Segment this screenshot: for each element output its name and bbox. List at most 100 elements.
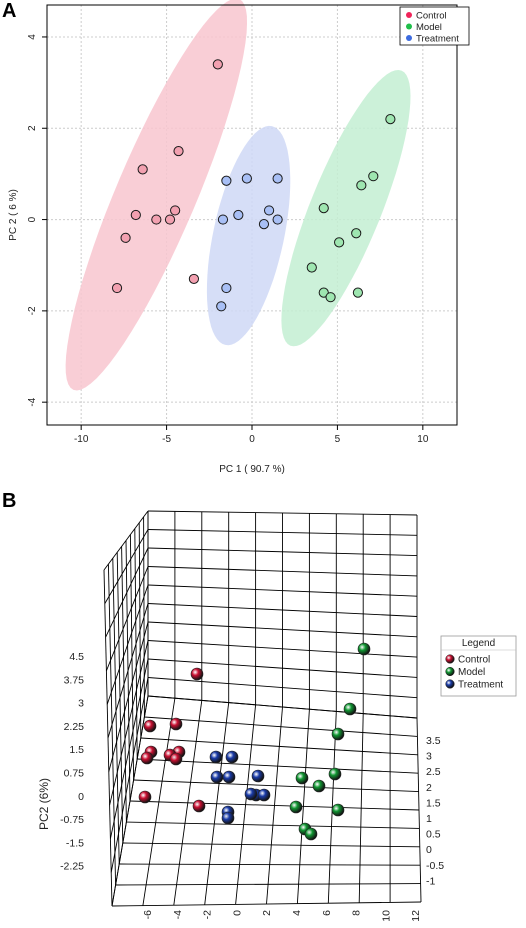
data-point-treatment [263, 205, 275, 216]
data-point-treatment [272, 214, 283, 225]
legend-marker-treatment [406, 35, 412, 41]
left-wall-hline [105, 547, 149, 638]
z-tick-label: 3 [78, 698, 84, 710]
data-point-model [368, 171, 379, 182]
data-point-control [188, 273, 200, 285]
z-tick-label: 0.75 [64, 768, 85, 780]
grid-cage [103, 510, 422, 907]
panel-a: A -10 -5 0 5 10 -4 -2 0 2 4 PC 1 ( 90.7 %) PC 2 ( 6… [2, 0, 470, 475]
data-point-treatment [233, 209, 244, 221]
data-point-treatment [241, 173, 252, 184]
x-tick-label: -10 [74, 434, 89, 445]
legend-label-model: Model [458, 667, 485, 678]
back-wall-hline [147, 640, 418, 658]
left-wall-hline [109, 640, 149, 806]
back-wall-hline [147, 621, 418, 638]
data-point-treatment [251, 769, 265, 783]
legend-label-model: Model [416, 22, 442, 33]
data-point-treatment [272, 173, 283, 184]
data-point-model [356, 180, 367, 191]
floor-line-width [115, 883, 421, 886]
legend-marker-treatment [445, 679, 455, 689]
y-axis-label: PC2 (6%) [37, 778, 51, 830]
data-point-model [312, 779, 326, 793]
data-point-model [352, 287, 364, 298]
floor-line-width [144, 716, 418, 737]
x-tick-label: 5 [335, 434, 341, 445]
x-tick-label: 12 [410, 910, 422, 922]
x-tick-label: -4 [172, 910, 184, 919]
left-wall-hline [105, 566, 149, 671]
left-wall-hline [104, 529, 149, 604]
z-tick-label: 4.5 [69, 651, 84, 663]
data-point-control [120, 232, 131, 243]
data-point-model [351, 228, 362, 239]
back-wall-hline [147, 584, 418, 597]
z-tick-label: -2.25 [60, 861, 84, 873]
y-axis-label: PC 2 ( 6 %) [8, 189, 19, 241]
data-point-model [328, 767, 342, 781]
left-wall-hline [109, 658, 149, 839]
floor-line-width [111, 901, 422, 907]
depth-tick-label: 2 [426, 782, 432, 794]
back-wall-hline [147, 510, 418, 516]
data-point-control [130, 209, 141, 221]
data-point-model [334, 237, 345, 248]
data-point-model [357, 642, 371, 656]
x-tick-label: 10 [417, 434, 429, 445]
left-wall-hline [110, 677, 149, 873]
data-point-control [164, 214, 176, 225]
legend-title: Legend [462, 638, 495, 649]
z-tick-label: 3.75 [64, 674, 85, 686]
data-point-control [111, 282, 123, 294]
data-point-treatment [209, 750, 223, 764]
x-tick-label: -6 [142, 910, 154, 919]
data-point-model [325, 292, 336, 303]
data-point-control [212, 59, 223, 70]
pca-2d-scatter-chart: -10 -5 0 5 10 -4 -2 0 2 4 PC 1 ( 90.7 %) PC 2 ( 6 %… [8, 0, 470, 475]
depth-tick-label: 3.5 [426, 735, 441, 747]
legend-label-treatment: Treatment [458, 680, 503, 691]
data-point-model [304, 827, 318, 841]
data-point-control [169, 752, 183, 766]
z-tick-label: -0.75 [60, 814, 84, 826]
depth-tick-label: -0.5 [426, 860, 444, 872]
data-point-treatment [216, 301, 227, 312]
x-tick-label: 2 [261, 910, 273, 916]
data-point-control [192, 799, 206, 813]
data-point-control [151, 214, 162, 225]
x-tick-label: 4 [291, 910, 303, 916]
depth-tick-label: 3 [426, 751, 432, 763]
legend-marker-model [406, 23, 412, 30]
floor-line-width [122, 842, 420, 848]
y-tick-label: 0 [27, 216, 38, 222]
depth-tick-label: -1 [426, 875, 435, 887]
data-point-treatment [221, 282, 232, 294]
data-point-treatment [217, 214, 229, 225]
x-axis-label: PC 1 ( 90.7 %) [219, 464, 285, 475]
back-wall-hline [147, 566, 418, 577]
data-point-treatment [222, 770, 236, 784]
back-wall-hline [147, 677, 418, 699]
data-point-treatment [210, 770, 224, 784]
back-wall-hline [147, 529, 418, 536]
data-point-control [137, 164, 148, 175]
data-point-model [343, 702, 357, 716]
data-point-treatment [221, 811, 235, 825]
back-wall-hline [147, 603, 418, 617]
z-tick-label: 1.5 [69, 744, 84, 756]
x-tick-label: 8 [351, 910, 363, 916]
x-tick-label: 0 [249, 434, 255, 445]
z-tick-label: 2.25 [64, 721, 85, 733]
panel-label-b: B [2, 490, 17, 512]
confidence-ellipse-control [65, 0, 247, 391]
floor-line-width [119, 863, 421, 866]
back-wall-hline [147, 658, 418, 678]
floor-line-width [129, 800, 420, 811]
panel-label-a: A [2, 0, 17, 22]
floor-line-width [147, 695, 418, 719]
back-wall-hline [147, 547, 418, 557]
floor-line-width [140, 737, 418, 756]
x-tick-label: -5 [162, 434, 171, 445]
data-point-treatment [244, 787, 258, 801]
